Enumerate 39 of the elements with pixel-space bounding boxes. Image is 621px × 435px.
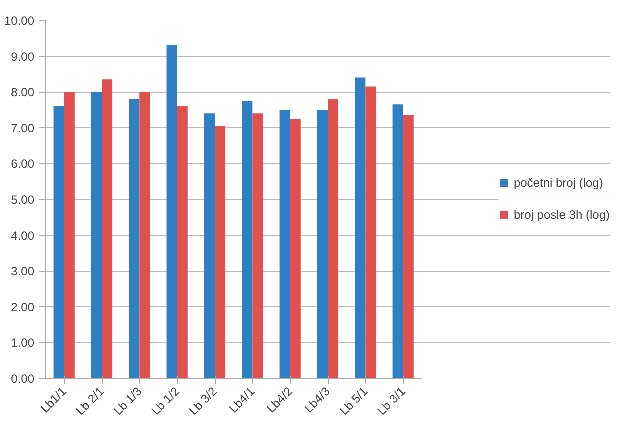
bar xyxy=(91,92,102,378)
y-tick-label: 5.00 xyxy=(11,193,35,207)
y-tick-label: 7.00 xyxy=(11,121,35,136)
bar xyxy=(280,110,290,378)
bar xyxy=(317,110,328,378)
y-tick-label: 1.00 xyxy=(11,336,35,350)
y-tick-label: 3.00 xyxy=(11,264,35,279)
bar xyxy=(403,115,414,378)
bar xyxy=(392,104,404,378)
bar xyxy=(355,78,366,378)
x-tick-label: Lb 3/2 xyxy=(186,384,220,418)
bar xyxy=(242,101,253,378)
bar xyxy=(54,106,64,378)
x-tick-label: Lb 1/2 xyxy=(148,384,183,418)
y-tick-label: 4.00 xyxy=(11,228,35,243)
legend-label: početni broj (log) xyxy=(514,176,604,190)
y-tick-label: 0.00 xyxy=(11,372,35,386)
bar xyxy=(204,114,215,378)
y-tick-label: 6.00 xyxy=(11,157,35,172)
bar xyxy=(166,46,178,378)
x-tick-label: Lb 1/3 xyxy=(111,384,145,418)
x-tick-label: Lb 5/1 xyxy=(337,384,371,418)
y-tick-label: 10.00 xyxy=(4,14,35,28)
y-tick-label: 9.00 xyxy=(11,50,35,64)
bar xyxy=(129,99,140,378)
bar xyxy=(102,80,113,378)
bar xyxy=(177,106,188,378)
x-tick-label: Lb 3/1 xyxy=(374,384,409,418)
bar xyxy=(215,126,226,378)
y-tick-label: 8.00 xyxy=(11,86,35,100)
bar xyxy=(328,99,339,378)
legend-label: broj posle 3h (log) xyxy=(514,208,610,222)
bar xyxy=(290,118,301,378)
bar xyxy=(252,114,264,378)
bar xyxy=(366,86,376,378)
x-tick-label: Lb 2/1 xyxy=(73,384,108,418)
bar xyxy=(64,92,75,378)
bar xyxy=(140,92,150,378)
y-tick-label: 2.00 xyxy=(11,300,35,314)
